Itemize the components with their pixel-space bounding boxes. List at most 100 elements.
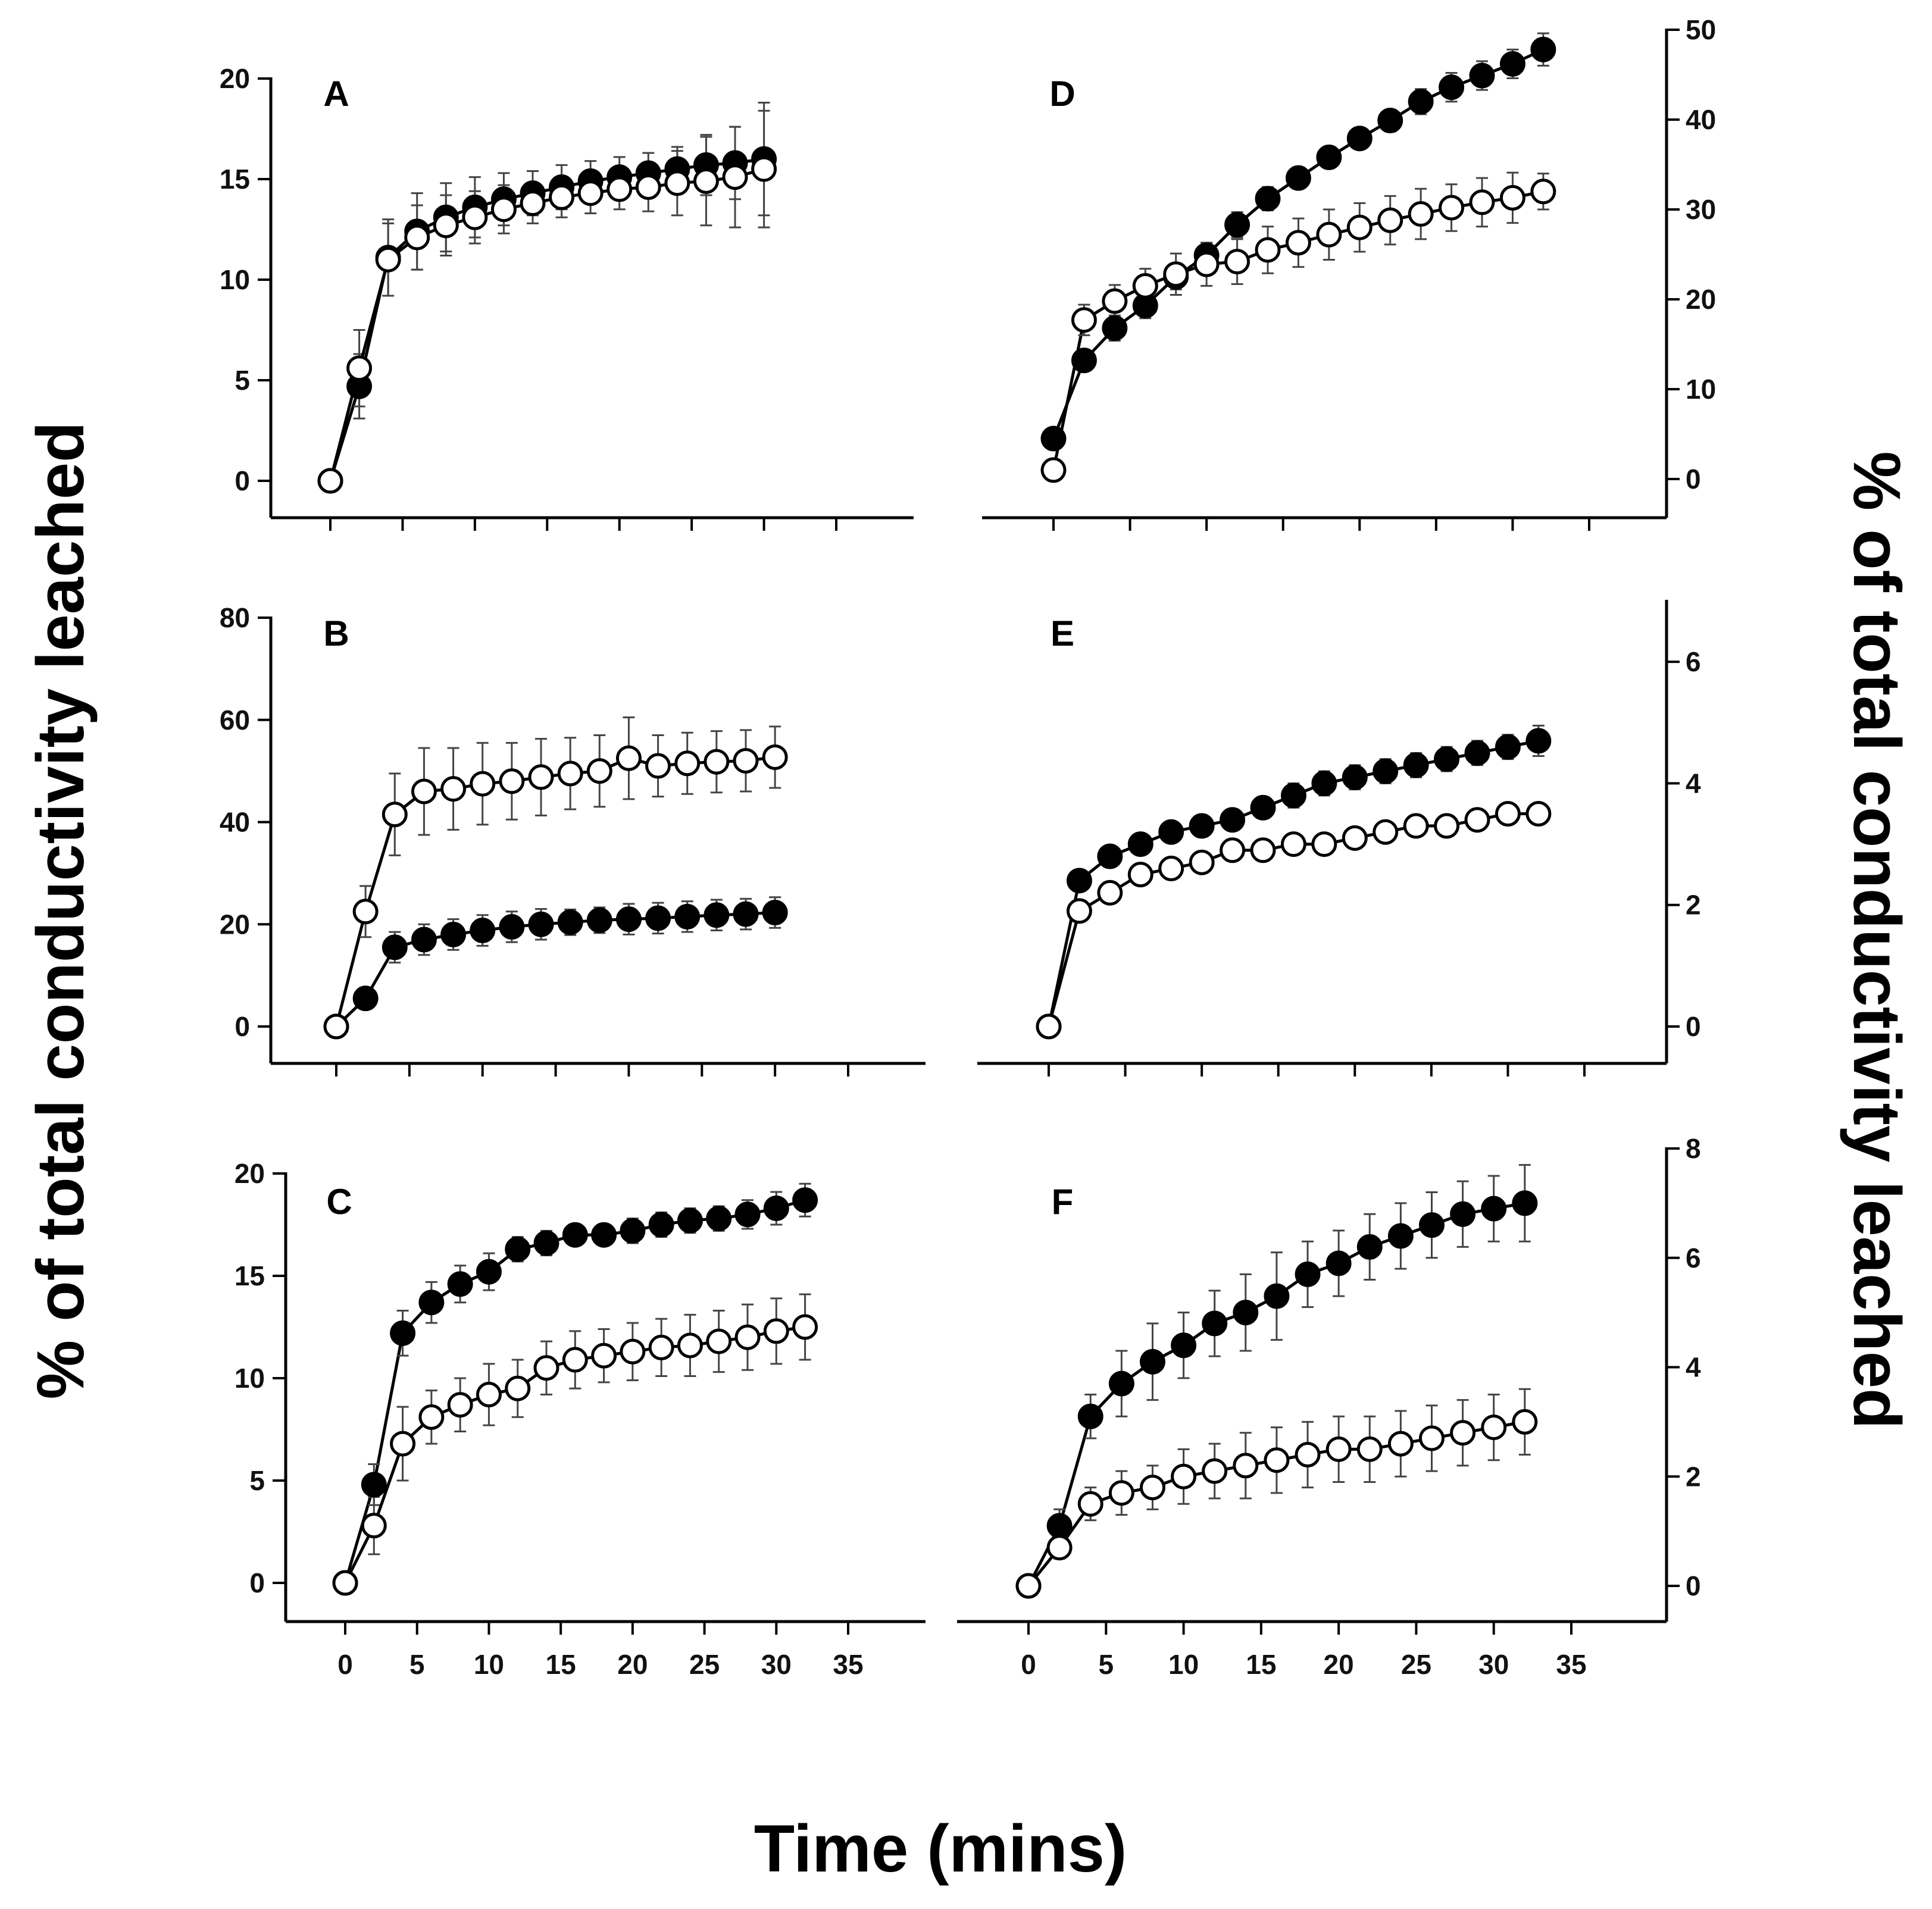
- data-point-filled: [1202, 1310, 1228, 1337]
- data-point-open: [1280, 831, 1306, 858]
- data-point-filled: [1295, 1261, 1321, 1287]
- data-point-open: [615, 745, 642, 771]
- panel-e: E 0 2 4 6: [977, 600, 1701, 1076]
- panel-label: C: [326, 1182, 352, 1222]
- y-tick-label: 60: [220, 705, 250, 736]
- data-point-open: [382, 802, 408, 828]
- data-point-open: [1015, 1573, 1042, 1599]
- data-point-open: [520, 190, 546, 217]
- y-tick-label: 5: [249, 1465, 265, 1496]
- data-point-filled: [1127, 831, 1153, 858]
- data-point-open: [1202, 1458, 1228, 1484]
- data-point-open: [1434, 813, 1460, 839]
- data-point-open: [447, 1392, 473, 1418]
- data-point-open: [1220, 837, 1246, 863]
- data-point-filled: [505, 1236, 531, 1262]
- data-point-open: [1346, 214, 1373, 240]
- data-point-open: [1311, 831, 1337, 858]
- x-tick-label: 35: [1556, 1649, 1586, 1680]
- data-point-filled: [762, 899, 788, 925]
- panel-b: B 0 20 40 60 80: [220, 602, 926, 1076]
- y-tick-label: 0: [1686, 1011, 1701, 1042]
- series-line: [329, 157, 764, 481]
- data-point-open: [1158, 855, 1184, 881]
- data-point-filled: [620, 1218, 646, 1244]
- data-point-open: [476, 1382, 502, 1408]
- data-point-open: [1464, 807, 1490, 833]
- data-point-filled: [1280, 783, 1306, 809]
- data-point-filled: [648, 1212, 674, 1238]
- data-point-filled: [645, 905, 671, 931]
- x-tick-label: 0: [1021, 1649, 1036, 1680]
- data-point-filled: [677, 1207, 703, 1234]
- y-tick-label: 0: [235, 465, 250, 496]
- data-point-filled: [674, 903, 701, 930]
- data-point-filled: [1342, 764, 1368, 790]
- data-point-open: [490, 196, 517, 223]
- data-point-open: [1233, 1453, 1259, 1479]
- data-point-filled: [1102, 315, 1128, 341]
- data-point-open: [1264, 1447, 1290, 1473]
- x-tick-label: 20: [1324, 1649, 1354, 1680]
- data-point-filled: [533, 1230, 559, 1256]
- data-point-open: [1325, 1436, 1352, 1462]
- data-point-filled: [1066, 868, 1092, 894]
- data-point-filled: [1316, 144, 1342, 170]
- data-point-filled: [1233, 1300, 1259, 1326]
- data-point-open: [763, 1318, 789, 1344]
- data-point-open: [1530, 179, 1556, 205]
- data-point-open: [1342, 825, 1368, 851]
- data-point-open: [562, 1347, 588, 1373]
- x-tick-label: 15: [546, 1649, 576, 1680]
- data-point-open: [1285, 230, 1311, 256]
- data-point-open: [1040, 457, 1067, 483]
- data-point-open: [375, 246, 401, 273]
- data-point-open: [1036, 1013, 1062, 1040]
- data-point-filled: [1071, 348, 1097, 374]
- data-point-open: [1495, 801, 1521, 827]
- y-tick-label: 10: [235, 1363, 265, 1394]
- data-point-filled: [1387, 1223, 1414, 1249]
- data-point-open: [528, 764, 554, 790]
- y-tick-label: 2: [1686, 1461, 1701, 1492]
- data-point-open: [1097, 880, 1123, 906]
- data-point-filled: [1495, 734, 1521, 760]
- y-tick-label: 0: [249, 1567, 265, 1598]
- data-point-open: [1316, 221, 1342, 248]
- x-tick-label: 15: [1246, 1649, 1276, 1680]
- data-point-filled: [1220, 807, 1246, 833]
- data-point-filled: [763, 1195, 789, 1221]
- data-point-open: [1481, 1414, 1507, 1441]
- data-point-filled: [1346, 126, 1373, 152]
- data-point-filled: [1356, 1234, 1383, 1260]
- data-point-open: [1408, 201, 1434, 227]
- series-line: [335, 911, 776, 1028]
- data-point-open: [674, 750, 701, 777]
- panel-a: A 0 5 10 15 20: [220, 63, 914, 531]
- data-point-filled: [1434, 746, 1460, 772]
- data-point-filled: [1512, 1190, 1538, 1216]
- data-point-open: [1066, 898, 1092, 924]
- y-tick-label: 0: [1686, 464, 1701, 495]
- y-tick-label: 50: [1686, 14, 1716, 45]
- data-point-filled: [1285, 165, 1311, 191]
- data-point-open: [751, 156, 777, 182]
- data-point-open: [1403, 813, 1429, 839]
- data-point-filled: [1481, 1196, 1507, 1222]
- data-point-open: [352, 899, 379, 925]
- data-point-filled: [440, 921, 467, 947]
- y-tick-label: 0: [1686, 1570, 1701, 1601]
- data-point-open: [1046, 1535, 1073, 1561]
- data-point-open: [1250, 837, 1276, 863]
- data-point-filled: [1171, 1332, 1197, 1359]
- data-point-open: [462, 204, 488, 230]
- x-tick-label: 35: [833, 1649, 863, 1680]
- y-tick-label: 10: [220, 264, 250, 295]
- data-point-open: [1356, 1436, 1383, 1462]
- data-point-filled: [1097, 843, 1123, 869]
- data-point-open: [499, 768, 525, 794]
- x-tick-label: 5: [409, 1649, 425, 1680]
- data-point-open: [607, 176, 633, 202]
- data-point-open: [404, 224, 430, 251]
